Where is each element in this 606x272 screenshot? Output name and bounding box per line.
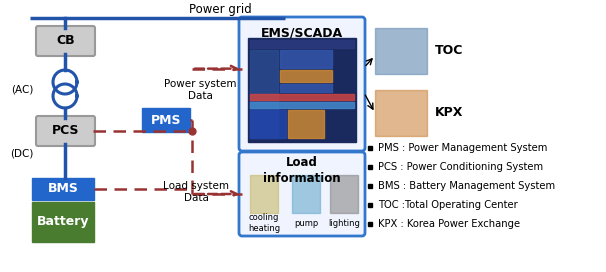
- Bar: [330, 175, 358, 213]
- FancyBboxPatch shape: [36, 26, 95, 56]
- Bar: [250, 94, 354, 100]
- Bar: [280, 50, 332, 68]
- Text: PMS: PMS: [151, 113, 181, 126]
- Text: Load
information: Load information: [263, 156, 341, 184]
- Bar: [250, 110, 286, 138]
- Text: CB: CB: [56, 35, 75, 48]
- FancyBboxPatch shape: [32, 178, 94, 200]
- Bar: [250, 102, 354, 108]
- FancyBboxPatch shape: [142, 108, 190, 132]
- Text: KPX : Korea Power Exchange: KPX : Korea Power Exchange: [378, 219, 520, 229]
- Bar: [292, 175, 320, 213]
- Text: TOC :Total Operating Center: TOC :Total Operating Center: [378, 200, 518, 210]
- FancyBboxPatch shape: [239, 17, 365, 151]
- Bar: [280, 84, 332, 92]
- FancyBboxPatch shape: [239, 152, 365, 236]
- Text: PCS: PCS: [52, 125, 79, 138]
- Bar: [288, 110, 324, 138]
- Bar: [375, 28, 427, 74]
- Text: Battery: Battery: [37, 215, 89, 228]
- Bar: [248, 38, 356, 142]
- Bar: [375, 90, 427, 136]
- Text: EMS/SCADA: EMS/SCADA: [261, 26, 343, 39]
- Text: KPX: KPX: [435, 107, 464, 119]
- Text: PCS : Power Conditioning System: PCS : Power Conditioning System: [378, 162, 543, 172]
- Bar: [250, 175, 278, 213]
- Text: Power grid: Power grid: [188, 4, 251, 17]
- Text: cooling
heating: cooling heating: [248, 213, 280, 233]
- Bar: [250, 50, 278, 138]
- Text: PMS : Power Management System: PMS : Power Management System: [378, 143, 547, 153]
- Text: (AC): (AC): [11, 84, 33, 94]
- Text: lighting: lighting: [328, 218, 360, 227]
- Bar: [250, 40, 354, 48]
- Text: TOC: TOC: [435, 45, 464, 57]
- FancyBboxPatch shape: [36, 116, 95, 146]
- FancyBboxPatch shape: [32, 202, 94, 242]
- Text: BMS: BMS: [47, 183, 78, 196]
- Text: Power system
Data: Power system Data: [164, 79, 236, 101]
- Text: BMS : Battery Management System: BMS : Battery Management System: [378, 181, 555, 191]
- Text: pump: pump: [294, 218, 318, 227]
- Text: (DC): (DC): [10, 149, 34, 159]
- Text: Load system
Data: Load system Data: [163, 181, 229, 203]
- Bar: [280, 70, 332, 82]
